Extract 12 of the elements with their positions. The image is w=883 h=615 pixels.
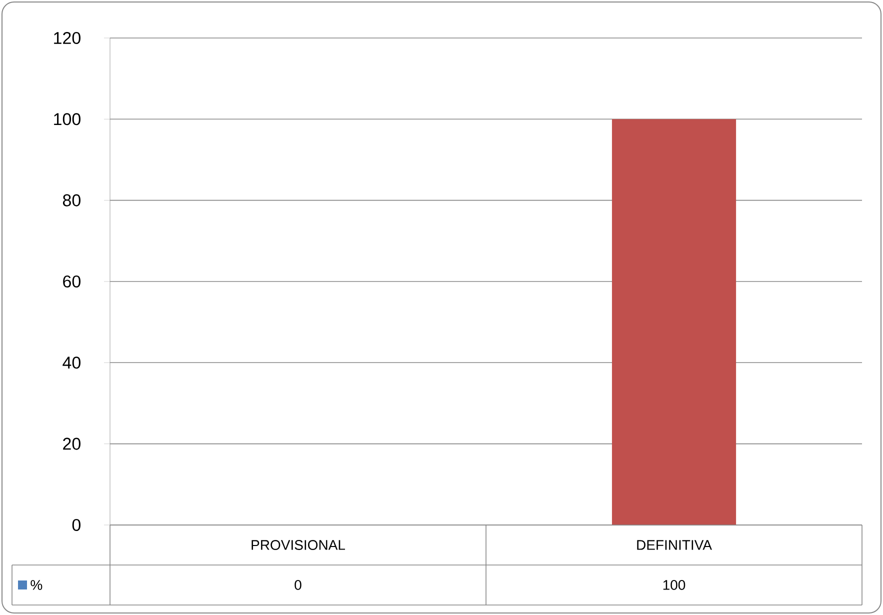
text: % bbox=[30, 580, 42, 590]
y-tick-label: 120 bbox=[54, 32, 80, 44]
data-label: 0 bbox=[294, 580, 302, 590]
y-tick-label: 20 bbox=[63, 438, 80, 450]
y-tick-label: 100 bbox=[54, 113, 80, 126]
x-tick-label: PROVISIONAL bbox=[252, 540, 346, 550]
x-tick-label: DEFINITIVA bbox=[637, 540, 712, 550]
y-tick-label: 40 bbox=[62, 356, 80, 369]
y-tick-label: 80 bbox=[62, 194, 80, 206]
y-tick-label: 60 bbox=[63, 275, 80, 288]
data-label: 100 bbox=[663, 580, 686, 590]
y-tick-label: 0 bbox=[72, 518, 80, 532]
